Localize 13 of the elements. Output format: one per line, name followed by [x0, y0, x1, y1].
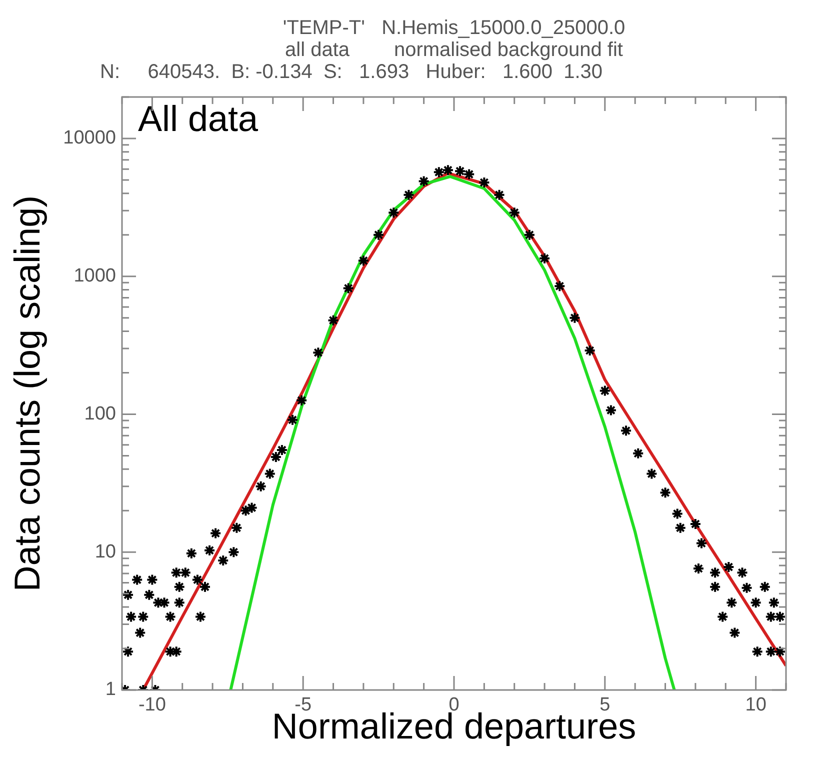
chart-subtitle: all data normalised background fit	[285, 39, 624, 61]
y-tick-label: 1000	[74, 266, 116, 287]
x-tick-label: 10	[745, 694, 766, 716]
y-tick-label: 100	[84, 403, 116, 424]
y-tick-label: 10000	[63, 128, 116, 149]
text: N: 640543. B: -0.134 S: 1.693 Huber: 1.600 1.30	[100, 61, 603, 83]
y-tick-label: 10	[94, 541, 116, 562]
x-tick-label: 5	[600, 694, 610, 716]
y-axis-title: Data counts (log scaling)	[6, 195, 48, 592]
y-tick-label: 1	[105, 679, 116, 700]
annotation: All data	[138, 98, 260, 139]
chart-title: 'TEMP-T' N.Hemis_15000.0_25000.0	[282, 17, 626, 39]
x-tick-label: -10	[138, 694, 166, 716]
